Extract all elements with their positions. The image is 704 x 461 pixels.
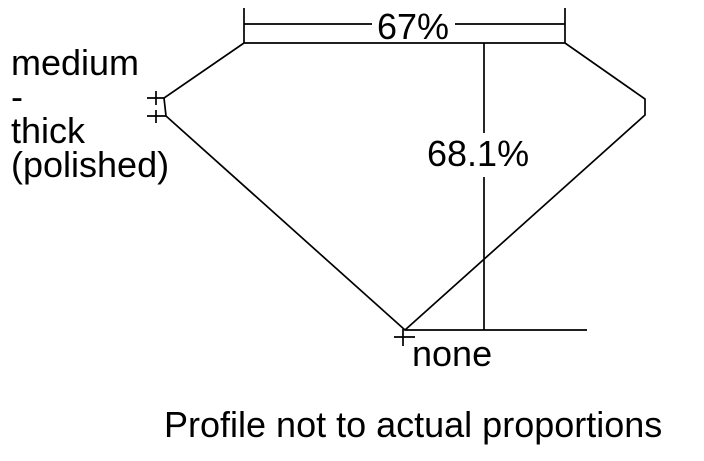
table-width-dimension <box>243 8 566 43</box>
girdle-label-line-4: (polished) <box>11 144 170 185</box>
footnote-caption: Profile not to actual proportions <box>164 404 663 445</box>
culet-size-label: none <box>412 333 493 374</box>
girdle-label-line-1: medium <box>11 42 140 83</box>
girdle-tick-marks <box>147 91 166 123</box>
diamond-outline <box>163 42 646 332</box>
table-width-percentage-label: 67% <box>377 6 450 47</box>
depth-percentage-label: 68.1% <box>427 133 530 174</box>
girdle-label-line-3: thick <box>11 110 86 151</box>
girdle-label-line-2: - <box>11 76 23 117</box>
culet-tick-mark <box>394 329 415 346</box>
girdle-thickness-label: medium - thick (polished) <box>11 42 170 185</box>
